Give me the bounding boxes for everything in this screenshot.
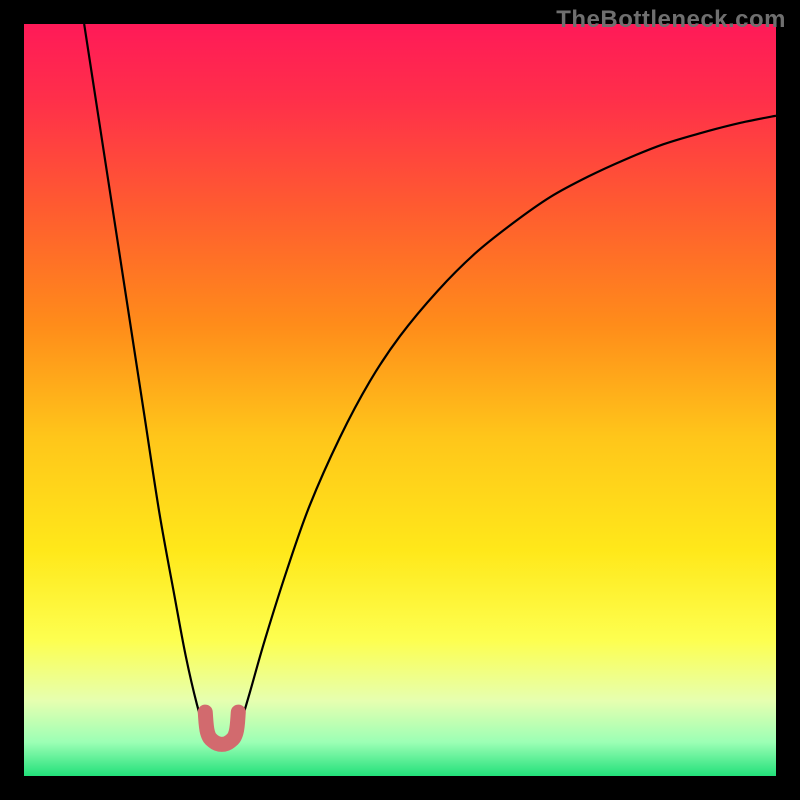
watermark-text: TheBottleneck.com	[556, 6, 786, 34]
image-frame: TheBottleneck.com	[0, 0, 800, 800]
plot-area	[24, 24, 776, 776]
chart-svg	[24, 24, 776, 776]
optimal-u-marker	[205, 712, 238, 744]
bottleneck-curve	[84, 24, 776, 747]
